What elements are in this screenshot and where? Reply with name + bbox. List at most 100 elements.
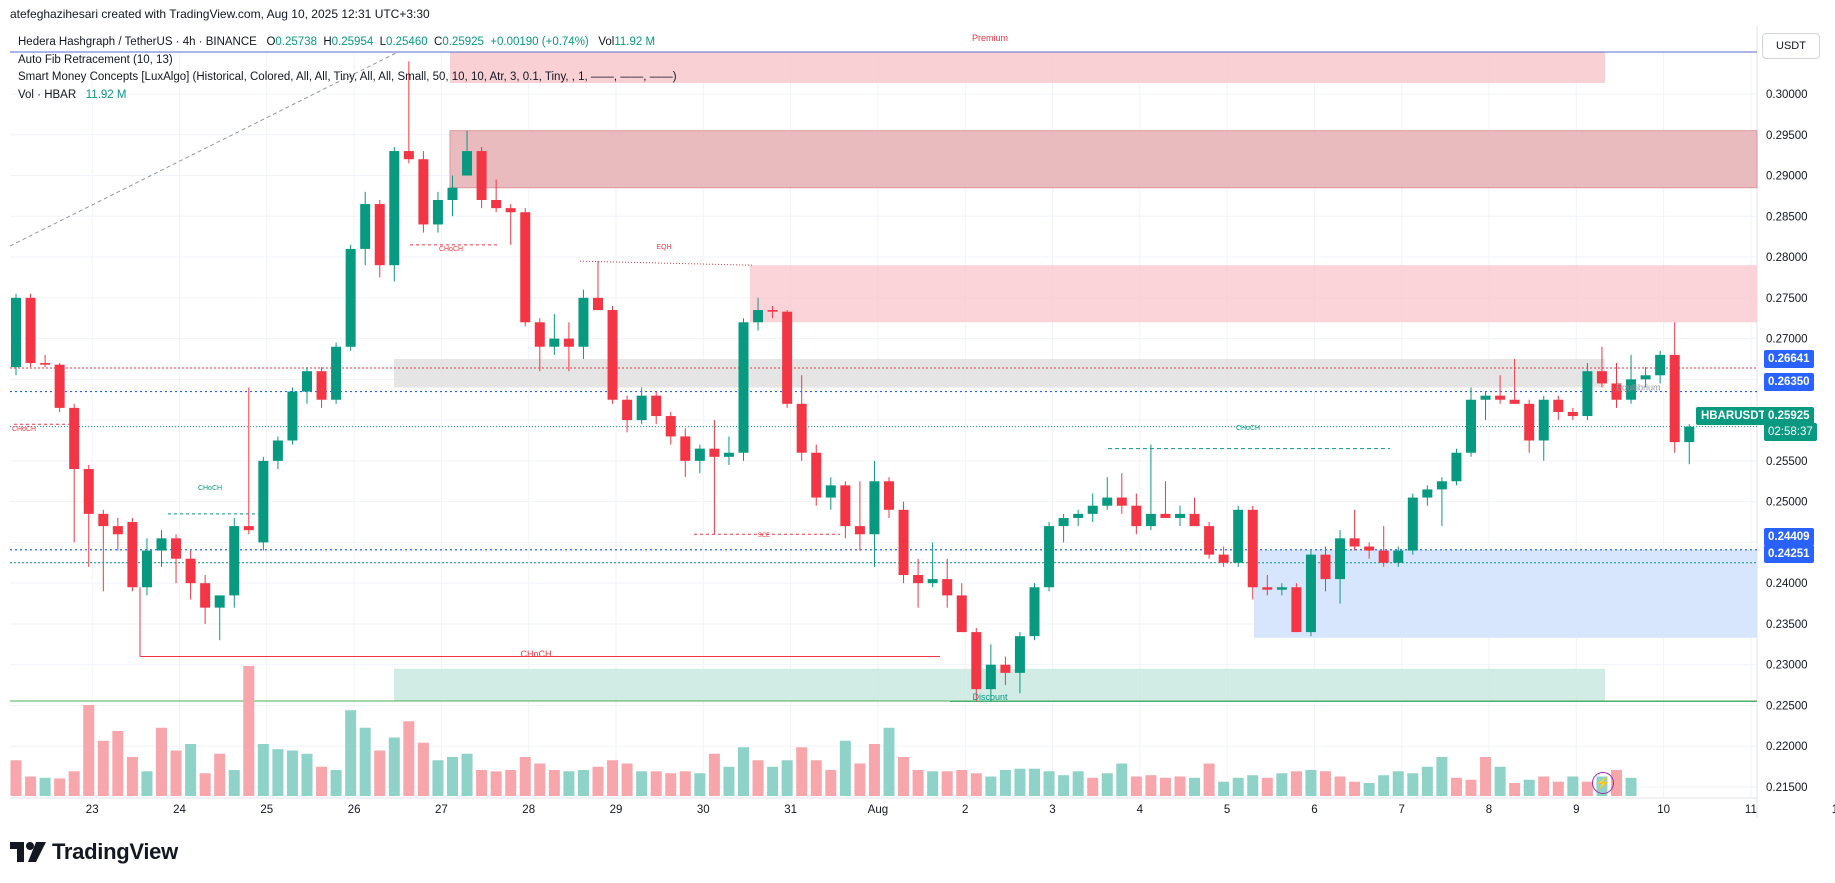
x-tick-label: 27 bbox=[435, 804, 448, 816]
volume-bar bbox=[1029, 768, 1040, 796]
volume-bar bbox=[1334, 776, 1346, 796]
candle-body bbox=[127, 522, 138, 588]
candle-body bbox=[884, 481, 894, 510]
candle-body bbox=[1204, 526, 1215, 555]
candle-body bbox=[1393, 550, 1404, 563]
volume-bar bbox=[1290, 771, 1302, 796]
candle-body bbox=[1509, 399, 1520, 404]
currency-button[interactable]: USDT bbox=[1762, 33, 1820, 59]
volume-bar bbox=[1247, 775, 1259, 796]
volume-bar bbox=[868, 744, 880, 796]
volume-bar bbox=[723, 766, 735, 796]
candle-body bbox=[258, 460, 269, 543]
volume-bar bbox=[330, 770, 342, 796]
candle-body bbox=[1567, 411, 1578, 417]
volume-bar bbox=[1421, 766, 1433, 796]
candle-body bbox=[913, 575, 924, 584]
candle-body bbox=[1538, 399, 1549, 441]
candle-body bbox=[825, 485, 836, 498]
candle-body bbox=[796, 403, 807, 453]
candle-body bbox=[1335, 538, 1346, 580]
candle-body bbox=[1596, 371, 1607, 384]
volume-bar bbox=[10, 760, 22, 796]
candle-body bbox=[1145, 513, 1156, 527]
close-label: C bbox=[434, 36, 443, 48]
volume-bar bbox=[403, 721, 415, 796]
volume-bar bbox=[1436, 757, 1448, 796]
y-tick-label: 0.25500 bbox=[1766, 456, 1808, 468]
x-tick-label: 3 bbox=[1049, 804, 1055, 816]
choch-label-left: CHoCH bbox=[12, 426, 36, 433]
candle-body bbox=[141, 550, 152, 588]
y-tick-label: 0.24000 bbox=[1766, 578, 1808, 590]
y-tick-label: 0.28500 bbox=[1766, 211, 1808, 223]
tradingview-brand-text: TradingView bbox=[52, 839, 178, 864]
volume-bar bbox=[883, 727, 895, 796]
volume-bars bbox=[10, 666, 1637, 796]
volume-bar bbox=[505, 770, 517, 796]
volume-bar bbox=[185, 744, 197, 796]
volume-bar bbox=[534, 763, 546, 796]
x-tick-label: 4 bbox=[1137, 804, 1144, 816]
volume-bar bbox=[112, 731, 124, 796]
volume-bar bbox=[1043, 771, 1055, 796]
indicator-smc[interactable]: Smart Money Concepts [LuxAlgo] (Historic… bbox=[18, 71, 677, 83]
candle-body bbox=[680, 436, 691, 461]
candle-body bbox=[1320, 554, 1331, 580]
volume-bar bbox=[810, 760, 822, 796]
vol-label: Vol bbox=[598, 36, 615, 48]
volume-bar bbox=[126, 757, 138, 796]
candle-body bbox=[520, 212, 531, 323]
indicator-volume[interactable]: Vol · HBAR 11.92 M bbox=[18, 87, 677, 105]
x-tick-label: 26 bbox=[348, 804, 361, 816]
volume-bar bbox=[1218, 781, 1230, 796]
candle-body bbox=[1305, 554, 1316, 633]
candle-body bbox=[1669, 354, 1680, 443]
volume-bar bbox=[1538, 776, 1550, 796]
candle-body bbox=[607, 310, 618, 400]
volume-bar bbox=[345, 710, 357, 796]
candle-body bbox=[1684, 426, 1695, 443]
volume-bar bbox=[476, 770, 488, 796]
y-tick-label: 0.30000 bbox=[1766, 89, 1808, 101]
vol-indicator-value: 11.92 M bbox=[85, 88, 127, 101]
volume-bar bbox=[228, 770, 240, 796]
candle-body bbox=[1378, 550, 1389, 563]
volume-bar bbox=[316, 766, 328, 796]
candle-body bbox=[1014, 636, 1025, 673]
indicator-fib[interactable]: Auto Fib Retracement (10, 13) bbox=[18, 53, 173, 66]
premium-zone bbox=[450, 52, 1605, 83]
candle-body bbox=[1422, 489, 1433, 498]
candle-body bbox=[1000, 664, 1011, 673]
volume-bar bbox=[83, 705, 95, 796]
volume-bar bbox=[1494, 766, 1506, 796]
tradingview-logo[interactable]: TradingView bbox=[10, 839, 178, 865]
volume-bar bbox=[548, 770, 560, 796]
low-label: L bbox=[379, 36, 387, 48]
candle-body bbox=[636, 395, 647, 421]
symbol-legend-row: Hedera Hashgraph / TetherUS · 4h · BINAN… bbox=[18, 34, 677, 52]
volume-bar bbox=[679, 771, 691, 796]
volume-bar bbox=[1232, 777, 1244, 796]
candle-body bbox=[1087, 505, 1098, 514]
flash-icon[interactable]: ⚡ bbox=[1592, 772, 1614, 794]
symbol-title[interactable]: Hedera Hashgraph / TetherUS · 4h · BINAN… bbox=[18, 36, 257, 48]
x-tick-label: 24 bbox=[173, 804, 186, 816]
candle-body bbox=[811, 452, 822, 498]
candle-body bbox=[1247, 509, 1258, 588]
volume-bar bbox=[1261, 777, 1273, 796]
candle-body bbox=[1466, 399, 1476, 453]
candle-body bbox=[112, 526, 123, 535]
candle-body bbox=[869, 481, 880, 535]
volume-bar bbox=[490, 771, 502, 796]
volume-bar bbox=[1320, 771, 1331, 796]
candle-body bbox=[462, 151, 473, 176]
volume-bar bbox=[781, 760, 793, 796]
volume-bar bbox=[374, 750, 386, 796]
discount-zone bbox=[394, 668, 1605, 702]
eqh-line bbox=[579, 260, 753, 266]
candle-body bbox=[1276, 587, 1287, 590]
candle-body bbox=[942, 579, 953, 596]
candle-body bbox=[1116, 497, 1127, 506]
